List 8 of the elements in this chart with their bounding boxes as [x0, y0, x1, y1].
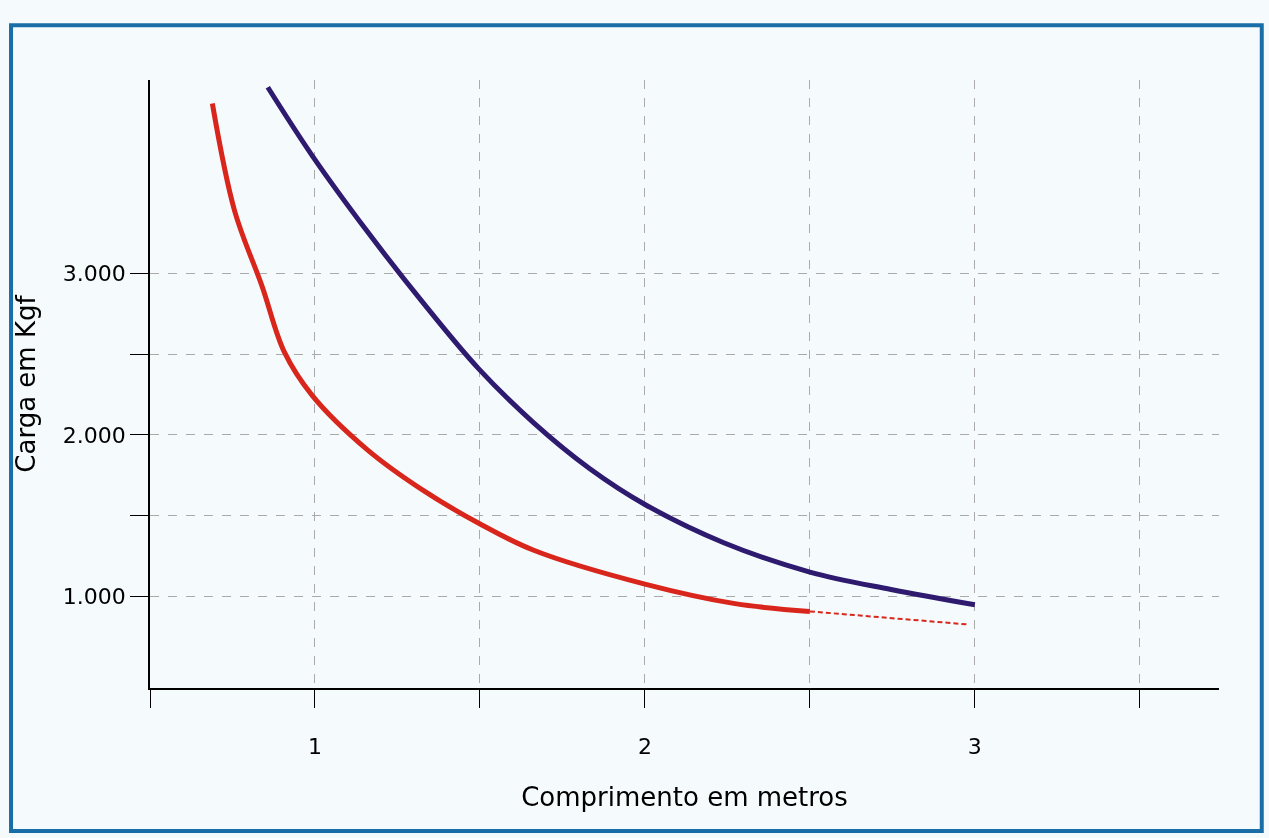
x-tick-label: 2 — [637, 734, 652, 760]
x-tick-label: 1 — [307, 734, 322, 760]
y-tick-label: 1.000 — [62, 583, 126, 609]
y-tick-label: 3.000 — [62, 261, 126, 287]
y-axis-title: Carga em Kgf — [10, 294, 41, 473]
y-tick-label: 2.000 — [62, 422, 126, 448]
x-tick-label: 3 — [967, 734, 982, 760]
x-axis-title: Comprimento em metros — [521, 782, 848, 813]
